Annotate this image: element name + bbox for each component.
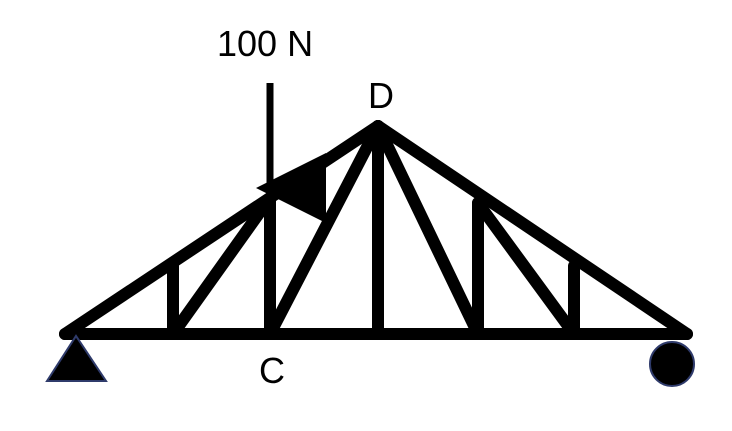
pin-support-icon: [45, 334, 108, 382]
right-diagonal-2: [472, 197, 580, 340]
roller-support-icon: [649, 341, 695, 387]
load-label: 100 N: [217, 23, 313, 64]
left-diagonal-2: [264, 120, 384, 340]
right-diagonal-1: [372, 120, 484, 340]
left-top-chord: [59, 120, 384, 340]
left-diagonal-1: [167, 192, 276, 340]
node-label-c: C: [259, 350, 285, 391]
right-top-chord: [372, 120, 693, 340]
node-label-d: D: [368, 75, 394, 116]
truss-members: [59, 120, 693, 340]
